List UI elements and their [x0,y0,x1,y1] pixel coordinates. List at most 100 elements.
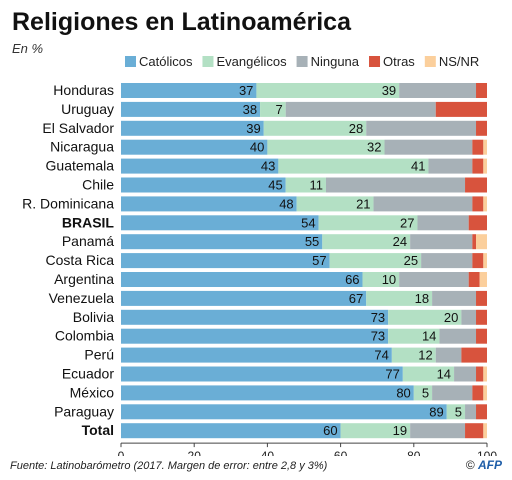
bar-segment-evangelicos [329,253,422,269]
bar-segment-catolicos [121,158,279,174]
bar-segment-otras [472,253,484,269]
bar-segment-catolicos [121,101,261,117]
bar-segment-otras [476,120,487,136]
bar-segment-evangelicos [263,120,367,136]
data-label-evangelicos: 39 [382,83,396,98]
category-label: Costa Rica [46,252,115,268]
bar-segment-otras [476,290,487,306]
bar-segment-otras [472,385,484,401]
data-label-catolicos: 40 [250,140,264,155]
bar-segment-otras [476,404,487,420]
category-label: Paraguay [54,403,114,419]
data-label-catolicos: 77 [385,367,399,382]
data-label-evangelicos: 10 [382,272,396,287]
bar-segment-ninguna [399,83,477,98]
data-label-evangelicos: 21 [356,196,370,211]
data-label-catolicos: 57 [312,253,326,268]
bar-segment-otras [472,196,484,212]
bar-segment-catolicos [121,83,257,98]
data-label-evangelicos: 19 [393,423,407,438]
data-label-catolicos: 38 [243,102,257,117]
bar-segment-ns-nr [483,385,487,401]
data-label-catolicos: 37 [239,83,253,98]
bar-segment-evangelicos [296,196,374,212]
bar-segment-evangelicos [388,328,440,344]
legend-swatch-ns-nr [424,56,436,67]
data-label-evangelicos: 18 [415,291,429,306]
bar-segment-evangelicos [260,101,286,117]
category-label: Panamá [62,233,114,249]
data-label-catolicos: 89 [429,404,443,419]
bar-segment-catolicos [121,404,447,420]
bar-segment-evangelicos [340,423,411,439]
data-label-catolicos: 80 [396,385,410,400]
bar-segment-ns-nr [479,272,487,287]
x-tick-label: 60 [334,449,348,456]
data-label-evangelicos: 27 [400,215,414,230]
bar-segment-ninguna [421,253,473,269]
category-label: Nicaragua [50,139,114,155]
bar-segment-ninguna [410,234,473,250]
data-label-evangelicos: 32 [367,140,381,155]
bar-segment-evangelicos [285,177,326,193]
bar-segment-catolicos [121,177,286,193]
data-label-catolicos: 43 [261,159,275,174]
bar-segment-ninguna [454,366,477,382]
bar-segment-ninguna [384,139,473,155]
data-label-evangelicos: 12 [418,348,432,363]
data-label-evangelicos: 14 [437,367,451,382]
chart-subtitle: En % [12,41,44,56]
data-label-catolicos: 60 [323,423,337,438]
x-tick-label: 40 [261,449,275,456]
bar-segment-evangelicos [362,272,400,287]
bar-segment-ninguna [439,328,477,344]
category-label: Perú [84,347,114,363]
bar-segment-otras [468,272,480,287]
copyright-mark: © [465,458,475,472]
data-label-catolicos: 48 [279,196,293,211]
bar-segment-ninguna [465,404,477,420]
bar-segment-otras [465,423,484,439]
legend-swatch-otras [369,56,381,67]
legend-label-ninguna: Ninguna [311,54,360,69]
data-label-catolicos: 73 [371,329,385,344]
bar-segment-evangelicos [391,347,436,363]
data-label-catolicos: 45 [268,178,282,193]
bar-segment-otras [468,215,487,231]
data-label-evangelicos: 5 [455,404,462,419]
bar-segment-ninguna [428,158,473,174]
bar-segment-otras [476,83,487,98]
bar-segment-catolicos [121,347,392,363]
bar-segment-ns-nr [483,158,487,174]
bar-segment-otras [435,101,487,117]
data-label-catolicos: 73 [371,310,385,325]
data-label-catolicos: 54 [301,215,315,230]
bar-segment-evangelicos [278,158,429,174]
agency-logo: AFP [478,458,502,472]
bar-segment-otras [461,347,487,363]
bar-segment-ns-nr [483,366,487,382]
data-label-catolicos: 66 [345,272,359,287]
bar-segment-ninguna [417,215,469,231]
category-label: BRASIL [62,214,115,230]
category-label: El Salvador [42,120,114,136]
category-label: Ecuador [62,366,114,382]
category-label: Uruguay [61,101,114,117]
legend-swatch-evangelicos [202,56,214,67]
bar-segment-ninguna [410,423,466,439]
data-label-catolicos: 74 [374,348,388,363]
bar-segment-catolicos [121,215,319,231]
legend-swatch-catolicos [125,56,136,67]
bar-segment-ninguna [399,272,469,287]
category-label: R. Dominicana [22,195,114,211]
legend-label-otras: Otras [383,54,415,69]
legend-label-evangelicos: Evangélicos [216,54,287,69]
data-label-catolicos: 67 [349,291,363,306]
bar-segment-otras [476,366,484,382]
bar-segment-evangelicos [388,309,462,325]
bar-segment-ns-nr [483,423,487,439]
category-label: México [70,384,115,400]
bar-segment-catolicos [121,309,389,325]
bar-segment-evangelicos [267,139,385,155]
data-label-catolicos: 39 [246,121,260,136]
